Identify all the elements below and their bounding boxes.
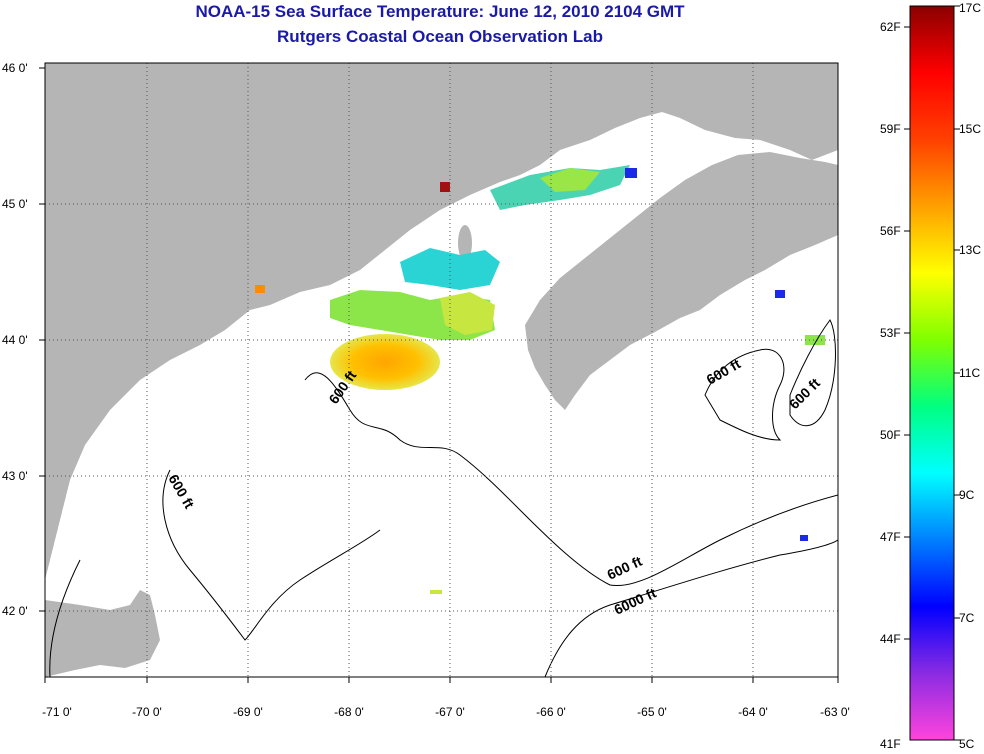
lon-label: -68 0' — [334, 705, 364, 719]
colorbar-ticks — [904, 5, 960, 741]
lon-label: -70 0' — [132, 705, 162, 719]
colorbar-c-label: 15C — [959, 122, 981, 136]
colorbar-c-label: 7C — [959, 611, 975, 625]
colorbar-f-label: 47F — [880, 530, 901, 544]
colorbar-c-label: 5C — [959, 737, 975, 751]
lat-label: 45 0' — [2, 197, 28, 211]
colorbar-c-label: 13C — [959, 243, 981, 257]
map-title: NOAA-15 Sea Surface Temperature: June 12… — [195, 2, 685, 21]
colorbar-f-label: 62F — [880, 20, 901, 34]
lat-label: 44 0' — [2, 333, 28, 347]
lon-label: -66 0' — [536, 705, 566, 719]
colorbar-f-label: 50F — [880, 428, 901, 442]
map-subtitle: Rutgers Coastal Ocean Observation Lab — [277, 27, 603, 46]
colorbar-f-label: 53F — [880, 326, 901, 340]
land-cape-breton — [745, 63, 838, 110]
colorbar-f-label: 41F — [880, 737, 901, 751]
map-frame — [44, 62, 839, 678]
colorbar-f-label: 44F — [880, 632, 901, 646]
colorbar-c-label: 17C — [959, 1, 981, 15]
lon-label: -67 0' — [435, 705, 465, 719]
sst-data-patches — [255, 165, 825, 594]
land-maine-newbrunswick — [45, 63, 838, 580]
lat-label: 43 0' — [2, 469, 28, 483]
axis-ticks — [39, 67, 839, 683]
land-nova-scotia — [525, 152, 838, 410]
depth-contours — [49, 319, 838, 677]
colorbar-f-label: 59F — [880, 122, 901, 136]
colorbar-gradient — [909, 5, 955, 741]
lon-label: -63 0' — [820, 705, 850, 719]
colorbar-c-label: 11C — [959, 366, 980, 380]
lon-label: -65 0' — [637, 705, 667, 719]
graticule — [45, 63, 838, 677]
lat-label: 42 0' — [2, 604, 28, 618]
lon-label: -64 0' — [738, 705, 768, 719]
colorbar-c-label: 9C — [959, 488, 975, 502]
lon-label: -71 0' — [42, 705, 72, 719]
lon-label: -69 0' — [233, 705, 263, 719]
land-cape-cod — [45, 590, 160, 677]
lat-label: 46 0' — [2, 61, 28, 75]
land-grand-manan — [458, 225, 472, 261]
colorbar-f-label: 56F — [880, 224, 901, 238]
